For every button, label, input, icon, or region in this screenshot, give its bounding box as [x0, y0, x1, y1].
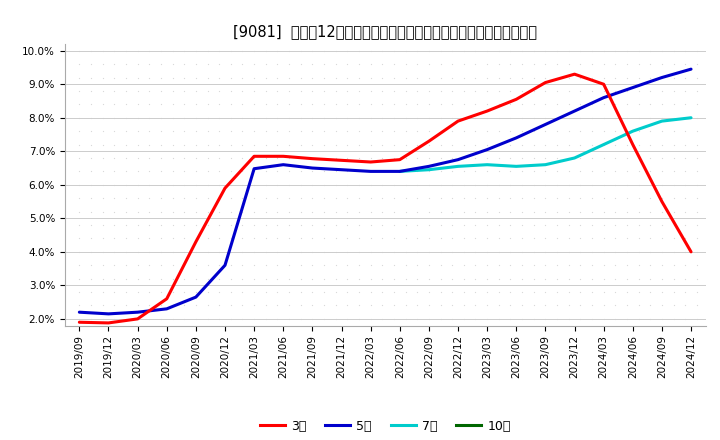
- Legend: 3年, 5年, 7年, 10年: 3年, 5年, 7年, 10年: [255, 414, 516, 438]
- Title: [9081]  売上高12か月移動合計の対前年同期増減率の標準偏差の推移: [9081] 売上高12か月移動合計の対前年同期増減率の標準偏差の推移: [233, 24, 537, 39]
